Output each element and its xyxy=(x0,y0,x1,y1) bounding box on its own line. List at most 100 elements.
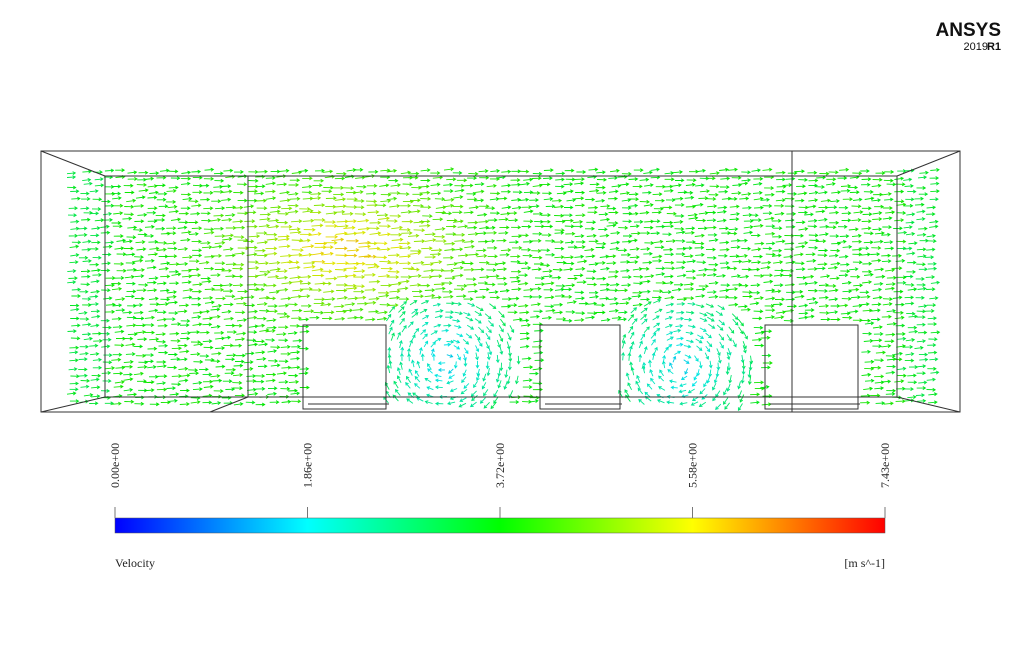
vector-arrow xyxy=(644,183,654,188)
vector-arrow xyxy=(147,346,158,351)
vector-arrow xyxy=(587,210,598,215)
vector-arrow xyxy=(474,189,485,194)
vector-arrow xyxy=(671,287,682,292)
vector-arrow xyxy=(479,175,490,180)
vector-arrow xyxy=(402,182,413,187)
partition-lines xyxy=(209,151,793,413)
vector-arrow xyxy=(696,260,707,265)
vector-arrow xyxy=(405,382,411,389)
vector-arrow xyxy=(698,196,709,201)
vector-arrow xyxy=(463,239,475,244)
vector-arrow xyxy=(556,260,567,265)
vector-arrow xyxy=(727,266,738,271)
vector-arrow xyxy=(177,343,188,348)
vector-arrow xyxy=(169,269,179,274)
vector-arrow xyxy=(718,189,729,194)
vector-arrow xyxy=(518,281,529,286)
vector-arrow xyxy=(149,246,160,251)
vector-arrow xyxy=(156,339,167,344)
vector-arrow xyxy=(916,386,927,390)
vector-arrow xyxy=(91,268,101,273)
vector-arrow xyxy=(213,283,224,288)
vector-arrow xyxy=(838,205,849,210)
logo-version: 2019 xyxy=(964,41,988,53)
vector-arrow xyxy=(113,211,124,216)
vector-arrow xyxy=(310,191,322,196)
vector-arrow xyxy=(200,241,211,245)
vector-arrow xyxy=(747,375,752,385)
vector-arrow xyxy=(564,189,574,194)
vector-arrow xyxy=(124,190,135,195)
vector-arrow xyxy=(111,401,122,406)
vector-arrow xyxy=(463,297,474,301)
vector-arrow xyxy=(750,400,760,405)
vector-arrow xyxy=(611,315,622,320)
vector-arrow xyxy=(659,369,664,377)
vector-arrow xyxy=(884,170,895,174)
domain-outline xyxy=(40,150,961,413)
vector-arrow xyxy=(147,288,158,293)
vector-arrow xyxy=(632,184,643,189)
vector-arrow xyxy=(883,240,894,244)
vector-arrow xyxy=(276,269,288,273)
vector-arrow xyxy=(199,330,210,335)
vector-arrow xyxy=(815,209,826,214)
vector-arrow xyxy=(445,310,455,315)
vector-arrow xyxy=(530,314,540,319)
vector-arrow xyxy=(608,269,620,274)
vector-arrow xyxy=(719,247,730,252)
vector-arrow xyxy=(90,394,101,399)
vector-arrow xyxy=(232,373,244,377)
vector-arrow xyxy=(280,253,292,258)
vector-arrow xyxy=(334,197,347,202)
vector-arrow xyxy=(864,196,875,201)
vector-arrow xyxy=(424,293,436,298)
vector-arrow xyxy=(575,266,586,271)
vector-arrow xyxy=(160,288,170,293)
vector-arrow xyxy=(181,268,192,273)
vector-arrow xyxy=(774,268,785,273)
vector-arrow xyxy=(806,296,817,301)
vector-arrow xyxy=(818,205,829,210)
vector-arrow xyxy=(254,287,265,292)
vector-arrow xyxy=(838,273,849,278)
vector-arrow xyxy=(279,314,291,319)
vector-arrow xyxy=(648,359,652,368)
vector-arrow xyxy=(421,275,433,279)
vector-arrow xyxy=(115,365,126,370)
vector-arrow xyxy=(837,239,847,244)
vector-arrow xyxy=(881,232,891,237)
vector-arrow xyxy=(180,336,191,341)
vector-arrow xyxy=(589,294,599,299)
vector-arrow xyxy=(191,169,202,174)
vector-arrow xyxy=(666,309,675,314)
vector-arrow xyxy=(696,218,707,223)
vector-arrow xyxy=(281,206,293,211)
vector-arrow xyxy=(928,337,938,342)
vector-arrow xyxy=(148,308,159,313)
vector-arrow xyxy=(562,318,573,323)
vector-arrow xyxy=(437,368,446,372)
vector-arrow xyxy=(69,399,80,404)
vector-arrow xyxy=(126,281,136,286)
vector-arrow xyxy=(411,312,419,318)
vector-arrow xyxy=(113,371,124,376)
vector-arrow xyxy=(369,231,382,236)
vector-arrow xyxy=(166,189,177,193)
vector-arrow xyxy=(407,353,412,362)
vector-arrow xyxy=(456,353,461,361)
vector-arrow xyxy=(180,319,191,323)
vector-arrow xyxy=(600,282,610,287)
logo-brand: ANSYS xyxy=(936,20,1001,41)
vector-arrow xyxy=(598,212,609,217)
vector-arrow xyxy=(454,183,465,188)
vector-arrow xyxy=(290,365,301,370)
vector-arrow xyxy=(929,224,939,229)
back-wall xyxy=(104,175,898,398)
vector-arrow xyxy=(721,196,732,201)
vector-arrow xyxy=(474,318,482,324)
vector-arrow xyxy=(545,252,556,257)
vector-arrow xyxy=(424,288,436,293)
vector-arrow xyxy=(903,345,914,349)
vector-arrow xyxy=(705,176,716,181)
